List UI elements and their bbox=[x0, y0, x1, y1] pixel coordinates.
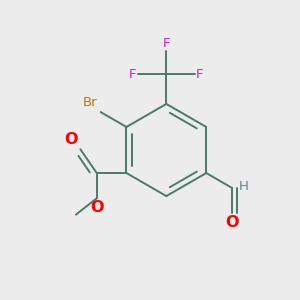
Text: F: F bbox=[129, 68, 136, 81]
Text: O: O bbox=[225, 214, 239, 230]
Text: H: H bbox=[238, 180, 248, 193]
Text: F: F bbox=[196, 68, 204, 81]
Text: Br: Br bbox=[82, 96, 97, 109]
Text: O: O bbox=[90, 200, 104, 215]
Text: O: O bbox=[64, 132, 77, 147]
Text: F: F bbox=[163, 37, 170, 50]
